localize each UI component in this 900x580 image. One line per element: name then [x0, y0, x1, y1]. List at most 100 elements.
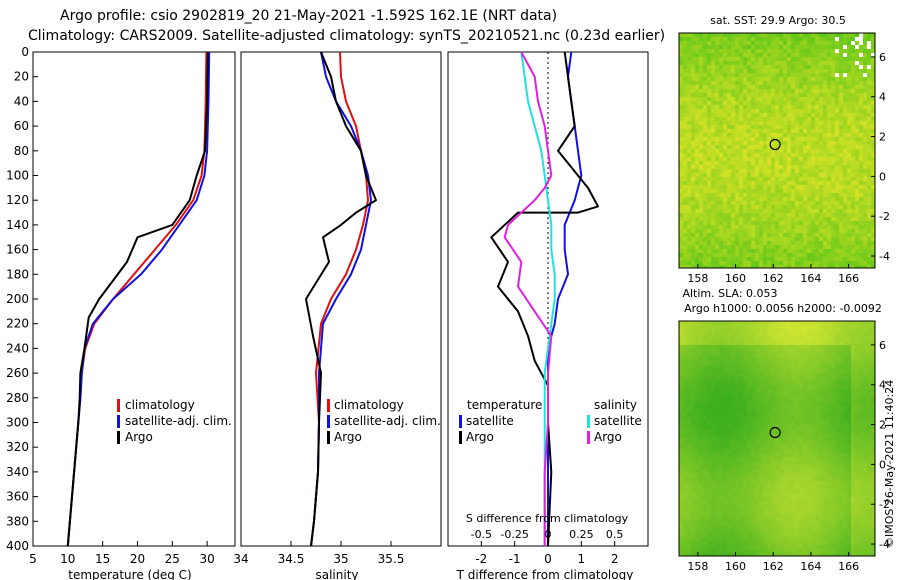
- temperature-panel: 0 20 40 60 80 100 120 140 160 180 200 220 240 260 280 3…: [6, 45, 249, 580]
- sla-map-title: Altim. SLA: 0.053: [682, 287, 777, 300]
- temperature-x-axis: 5 10 15 20 25 30 34: [29, 541, 249, 566]
- x-tick-label: 25: [165, 552, 180, 566]
- x-tick-label: 35: [333, 552, 348, 566]
- map-x-tick-label: 160: [725, 272, 746, 285]
- temperature-legend: climatology satellite-adj. clim. Argo: [117, 398, 232, 444]
- top-tick-label: -0.5: [471, 528, 492, 541]
- y-tick-label: 160: [6, 243, 29, 257]
- x-tick-label: 15: [95, 552, 110, 566]
- y-tick-label: 320: [6, 440, 29, 454]
- y-tick-label: 200: [6, 292, 29, 306]
- y-tick-label: 80: [14, 144, 29, 158]
- x-tick-label: 34: [233, 552, 248, 566]
- map-y-tick-label: 0: [879, 458, 886, 471]
- top-tick-label: 0.5: [606, 528, 624, 541]
- difference-xlabel: T difference from climatology: [456, 568, 634, 580]
- temperature-xlabel: temperature (deg C): [68, 568, 191, 580]
- sla-heatmap: [679, 321, 875, 556]
- temperature-legend-satellite: satellite-adj. clim.: [125, 414, 232, 428]
- y-tick-label: 260: [6, 366, 29, 380]
- map-x-tick-label: 162: [763, 272, 784, 285]
- map-x-tick-label: 158: [687, 272, 708, 285]
- legend-t-argo: Argo: [466, 430, 494, 444]
- y-tick-label: 340: [6, 465, 29, 479]
- map-y-tick-label: 0: [879, 170, 886, 183]
- map-y-tick-label: -4: [879, 538, 890, 551]
- map-x-tick-label: 160: [725, 560, 746, 573]
- title-line-1: Argo profile: csio 2902819_20 21-May-202…: [60, 8, 557, 24]
- argo-location-marker: [769, 426, 781, 439]
- map-y-tick-label: 2: [879, 419, 886, 432]
- series-s-satellite: [520, 51, 556, 546]
- top-tick-label: 0.25: [569, 528, 594, 541]
- map-y-tick-label: -2: [879, 210, 890, 223]
- top-tick-label: -0.25: [500, 528, 528, 541]
- salinity-legend-satellite: satellite-adj. clim.: [334, 414, 441, 428]
- x-tick-label: 5: [29, 552, 37, 566]
- map-x-tick-label: 164: [800, 272, 821, 285]
- x-tick-label: 1: [578, 552, 586, 566]
- salinity-x-axis: 34.5 35 35.5: [278, 541, 405, 566]
- y-tick-label: 140: [6, 218, 29, 232]
- sst-map-title: sat. SST: 29.9 Argo: 30.5: [710, 14, 846, 27]
- title-line-2: Climatology: CARS2009. Satellite-adjuste…: [28, 28, 665, 44]
- x-tick-label: 20: [130, 552, 145, 566]
- y-tick-label: 280: [6, 391, 29, 405]
- y-tick-label: 300: [6, 416, 29, 430]
- salinity-xlabel: salinity: [315, 568, 358, 580]
- y-tick-label: 220: [6, 317, 29, 331]
- difference-legend: temperature satellite Argo salinity sate…: [459, 398, 642, 444]
- salinity-legend-argo: Argo: [334, 430, 362, 444]
- series-argo: [305, 51, 377, 547]
- sla-map-axes: 158 160 162 164 166 6 4 2 0 -2 -4: [687, 339, 890, 573]
- x-tick-label: -1: [509, 552, 521, 566]
- legend-s-satellite: satellite: [594, 414, 642, 428]
- y-tick-label: 120: [6, 193, 29, 207]
- top-tick-label: 0: [545, 528, 552, 541]
- argo-location-marker: [769, 138, 781, 151]
- legend-t-satellite: satellite: [466, 414, 514, 428]
- x-tick-label: 35.5: [378, 552, 405, 566]
- x-tick-label: 30: [199, 552, 214, 566]
- y-tick-label: 400: [6, 539, 29, 553]
- sst-heatmap: [679, 33, 875, 268]
- series-s-argo: [503, 51, 553, 546]
- y-tick-label: 240: [6, 341, 29, 355]
- map-y-tick-label: 6: [879, 51, 886, 64]
- y-tick-label: 60: [14, 119, 29, 133]
- salinity-legend-climatology: climatology: [334, 398, 404, 412]
- map-y-tick-label: 4: [879, 91, 886, 104]
- map-x-tick-label: 166: [838, 272, 859, 285]
- sst-map-panel: sat. SST: 29.9 Argo: 30.5 158 160 162 164 16…: [678, 14, 890, 285]
- difference-panel: -2 -1 0 1 2 T difference from climatology S …: [447, 51, 649, 580]
- temperature-legend-argo: Argo: [125, 430, 153, 444]
- map-x-tick-label: 166: [838, 560, 859, 573]
- sst-map-axes: 158 160 162 164 166 6 4 2 0 -2 -4: [687, 51, 890, 285]
- y-tick-label: 40: [14, 94, 29, 108]
- legend-salinity-title: salinity: [594, 398, 637, 412]
- difference-top-ticks: -0.5 -0.25 0 0.25 0.5: [471, 528, 624, 541]
- temperature-legend-climatology: climatology: [125, 398, 195, 412]
- temperature-lines: [66, 51, 211, 547]
- map-y-tick-label: -2: [879, 498, 890, 511]
- x-tick-label: -2: [475, 552, 487, 566]
- map-x-tick-label: 164: [800, 560, 821, 573]
- difference-xlabel-top: S difference from climatology: [466, 512, 629, 525]
- salinity-lines: [305, 51, 377, 547]
- map-y-tick-label: -4: [879, 250, 890, 263]
- map-y-tick-label: 6: [879, 339, 886, 352]
- salinity-panel: 34.5 35 35.5 salinity climatology satellit…: [240, 51, 442, 580]
- y-tick-label: 20: [14, 70, 29, 84]
- map-x-tick-label: 158: [687, 560, 708, 573]
- x-tick-label: 2: [611, 552, 619, 566]
- map-y-tick-label: 2: [879, 131, 886, 144]
- series-t-argo: [490, 51, 599, 547]
- x-tick-label: 0: [544, 552, 552, 566]
- imos-timestamp: ©IMOS 26-May-2021 11:40:24: [883, 380, 896, 548]
- y-tick-label: 380: [6, 514, 29, 528]
- legend-s-argo: Argo: [594, 430, 622, 444]
- sla-map-subtitle: Argo h1000: 0.0056 h2000: -0.0092: [684, 302, 882, 315]
- map-x-tick-label: 162: [763, 560, 784, 573]
- salinity-legend: climatology satellite-adj. clim. Argo: [327, 398, 441, 444]
